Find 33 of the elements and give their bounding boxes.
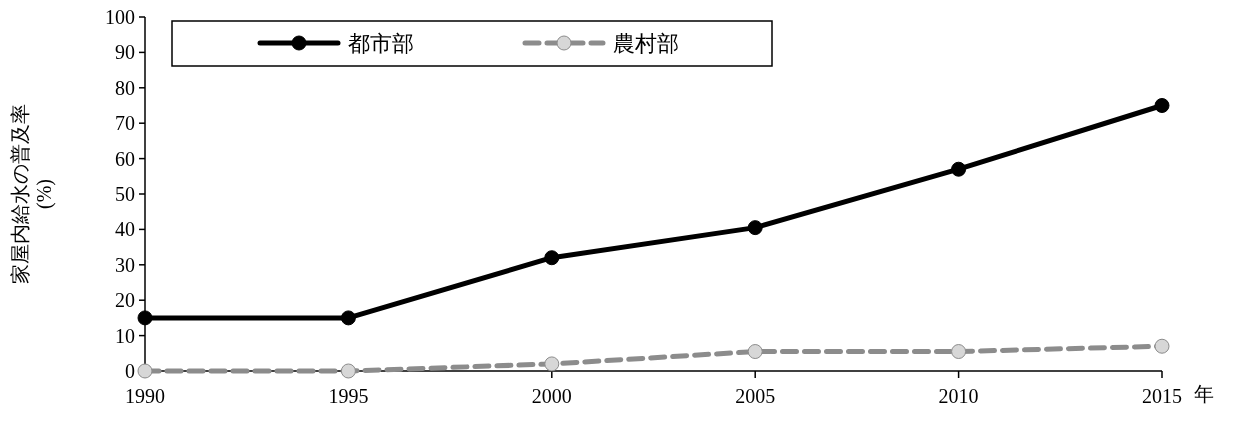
- x-tick-label: 2010: [938, 385, 979, 407]
- point: [1154, 338, 1170, 354]
- x-axis-title: 年: [1194, 383, 1214, 405]
- point: [137, 310, 153, 326]
- legend-label: 都市部: [348, 30, 414, 56]
- y-tick-label: 10: [115, 324, 135, 347]
- point: [747, 344, 763, 360]
- y-tick-label: 70: [115, 112, 135, 135]
- point: [747, 220, 763, 236]
- point: [340, 363, 356, 379]
- y-tick-label: 90: [115, 41, 135, 64]
- y-tick-label: 80: [115, 76, 135, 99]
- x-tick-label: 2000: [531, 385, 572, 407]
- y-tick-label: 100: [105, 6, 135, 28]
- legend-label: 農村部: [613, 30, 679, 56]
- y-tick-label: 30: [115, 253, 135, 276]
- y-axis-title: 家屋内給水の普及率 (%): [9, 104, 56, 284]
- y-tick-label: 50: [115, 183, 135, 205]
- y-tick-label: 20: [115, 289, 135, 312]
- y-tick-label: 60: [115, 147, 135, 170]
- point: [544, 250, 560, 266]
- y-tick-label: 40: [115, 218, 135, 241]
- y-tick-label: 0: [125, 360, 135, 382]
- point: [1154, 98, 1170, 113]
- x-tick-label: 2005: [735, 385, 776, 407]
- point: [951, 344, 967, 360]
- point: [340, 310, 356, 326]
- x-tick-label: 1990: [125, 385, 165, 407]
- x-tick-label: 1995: [328, 385, 369, 407]
- point: [137, 363, 153, 379]
- point: [544, 356, 560, 372]
- x-tick-label: 2015: [1142, 385, 1182, 407]
- point: [951, 161, 967, 177]
